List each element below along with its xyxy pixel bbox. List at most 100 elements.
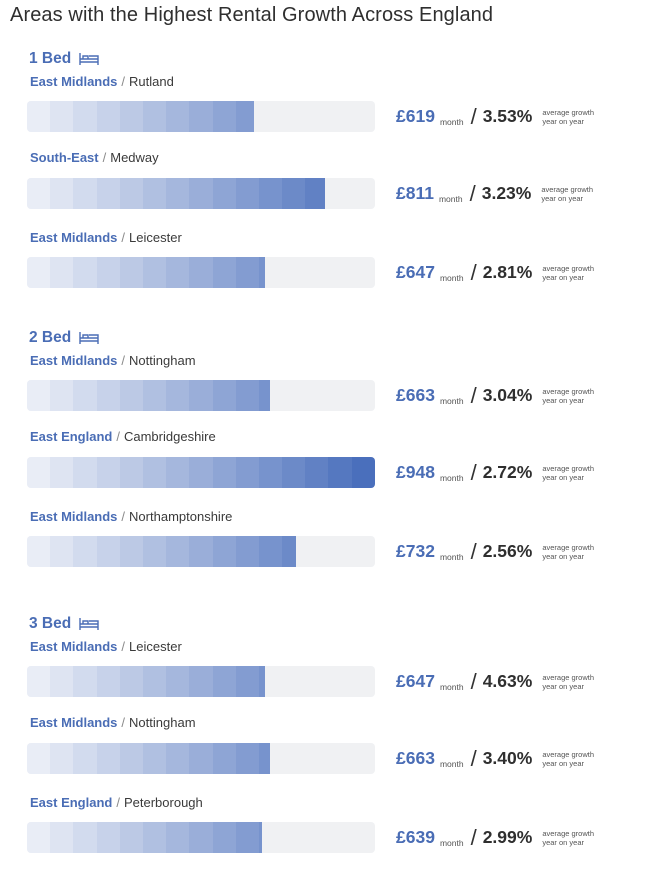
bar-track — [27, 178, 375, 209]
bar-segment — [27, 822, 51, 853]
area-name: Peterborough — [123, 795, 203, 810]
bar-segment — [328, 457, 352, 488]
bar-segment — [235, 743, 259, 774]
growth-value: 4.63% — [482, 671, 533, 691]
bar-segment — [27, 178, 51, 209]
bar-segment — [166, 178, 190, 209]
bar-track — [27, 666, 375, 697]
bar-segment — [166, 822, 190, 853]
bar-segment — [73, 536, 97, 567]
growth-value: 2.56% — [482, 541, 533, 561]
region-label: East Midlands / Leicester — [30, 639, 182, 654]
region-label: East England / Cambridgeshire — [30, 429, 216, 444]
bar-segment — [50, 178, 74, 209]
growth-note-line: year on year — [542, 272, 585, 282]
growth-note-line: year on year — [542, 758, 585, 768]
growth-note: average growth year on year — [542, 673, 612, 691]
bar-segment — [27, 101, 51, 132]
bar-segment — [50, 457, 74, 488]
bar-segment — [189, 666, 213, 697]
bar-segment — [96, 178, 120, 209]
bar-segment — [166, 666, 190, 697]
growth-note-line: average growth — [542, 749, 595, 759]
bar-segment — [166, 743, 190, 774]
bar-segment — [166, 380, 190, 411]
chart-title: Areas with the Highest Rental Growth Acr… — [10, 4, 494, 26]
bar-track — [27, 380, 375, 411]
growth-note: average growth year on year — [542, 264, 612, 282]
region-name: East Midlands — [30, 639, 118, 654]
bar-segment — [142, 101, 167, 132]
bar-segment — [50, 101, 74, 132]
region-separator: / — [121, 509, 126, 524]
region-label: South-East / Medway — [30, 150, 159, 165]
growth-note-line: year on year — [542, 472, 585, 482]
bar-fill — [27, 178, 325, 209]
bar-stats: £811 month /3.23% average growth year on yea… — [396, 178, 611, 209]
price-value: £647 — [396, 262, 435, 282]
bar-segment — [50, 822, 74, 853]
bar-segment — [258, 822, 262, 853]
bar-stats: £732 month /2.56% average growth year on yea… — [396, 536, 612, 567]
bar-segment — [142, 178, 167, 209]
area-name: Leicester — [129, 639, 182, 654]
bar-segment — [351, 457, 375, 488]
region-separator: / — [102, 150, 107, 165]
growth-note: average growth year on year — [542, 750, 612, 768]
growth-value: 2.81% — [482, 262, 533, 282]
bar-segment — [235, 666, 259, 697]
price-unit: month — [439, 116, 464, 127]
bar-segment — [96, 822, 120, 853]
bar-segment — [73, 101, 97, 132]
growth-note-line: average growth — [542, 542, 595, 552]
bar-segment — [142, 743, 167, 774]
bar-segment — [212, 101, 236, 132]
bar-segment — [27, 743, 51, 774]
bar-segment — [212, 457, 236, 488]
bar-segment — [189, 257, 213, 288]
bar-segment — [258, 257, 265, 288]
bar-segment — [119, 743, 143, 774]
area-name: Rutland — [129, 74, 174, 89]
price-unit: month — [439, 681, 464, 692]
bar-segment — [73, 257, 97, 288]
price-value: £663 — [396, 385, 435, 405]
bar-fill — [27, 536, 296, 567]
bar-track — [27, 457, 375, 488]
bar-segment — [212, 178, 236, 209]
price-value: £948 — [396, 462, 435, 482]
price-unit: month — [439, 472, 464, 483]
growth-note: average growth year on year — [542, 829, 612, 847]
region-name: South-East — [30, 150, 99, 165]
bar-segment — [189, 457, 213, 488]
area-name: Cambridgeshire — [123, 429, 216, 444]
price-unit: month — [438, 193, 463, 204]
price-unit: month — [439, 758, 464, 769]
area-name: Leicester — [129, 230, 182, 245]
bar-segment — [142, 822, 167, 853]
growth-note-line: average growth — [542, 672, 595, 682]
stat-separator: / — [470, 103, 477, 129]
price-unit: month — [439, 395, 464, 406]
bar-segment — [27, 257, 51, 288]
bar-segment — [96, 743, 120, 774]
bar-fill — [27, 101, 254, 132]
growth-note-line: year on year — [541, 193, 584, 203]
bar-stats: £619 month /3.53% average growth year on yea… — [396, 101, 612, 132]
growth-value: 3.23% — [481, 183, 532, 203]
price-unit: month — [439, 551, 464, 562]
bar-segment — [235, 380, 259, 411]
region-label: East England / Peterborough — [30, 795, 203, 810]
bar-stats: £663 month /3.04% average growth year on yea… — [396, 380, 612, 411]
region-name: East Midlands — [30, 509, 118, 524]
price-value: £639 — [396, 827, 435, 847]
bar-segment — [189, 743, 213, 774]
bar-segment — [258, 178, 283, 209]
bar-stats: £647 month /4.63% average growth year on yea… — [396, 666, 612, 697]
bar-segment — [119, 178, 143, 209]
bed-icon — [79, 332, 99, 344]
bar-segment — [142, 380, 167, 411]
bar-segment — [142, 457, 167, 488]
bar-segment — [142, 536, 167, 567]
bar-segment — [73, 380, 97, 411]
